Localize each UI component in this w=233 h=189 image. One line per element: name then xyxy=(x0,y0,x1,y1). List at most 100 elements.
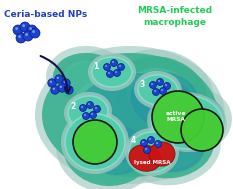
Circle shape xyxy=(30,28,40,38)
Circle shape xyxy=(82,112,89,119)
Circle shape xyxy=(64,81,66,83)
Circle shape xyxy=(142,141,144,143)
Text: MRSA-infected
macrophage: MRSA-infected macrophage xyxy=(137,6,212,27)
Circle shape xyxy=(161,89,163,91)
Ellipse shape xyxy=(106,49,214,141)
Ellipse shape xyxy=(83,125,147,175)
Ellipse shape xyxy=(63,110,153,186)
Ellipse shape xyxy=(92,57,132,87)
Circle shape xyxy=(113,70,120,77)
Circle shape xyxy=(145,148,147,150)
Circle shape xyxy=(115,71,117,73)
Circle shape xyxy=(154,90,156,92)
Ellipse shape xyxy=(73,73,203,163)
Circle shape xyxy=(29,27,32,30)
Ellipse shape xyxy=(42,53,218,177)
Ellipse shape xyxy=(88,53,136,91)
Ellipse shape xyxy=(129,132,175,172)
Ellipse shape xyxy=(64,60,113,96)
Circle shape xyxy=(144,146,151,153)
Ellipse shape xyxy=(129,145,161,171)
Text: Ceria-based NPs: Ceria-based NPs xyxy=(4,10,87,19)
Ellipse shape xyxy=(61,110,129,174)
Circle shape xyxy=(151,83,153,85)
Text: 2: 2 xyxy=(70,102,76,111)
Circle shape xyxy=(81,106,83,108)
Circle shape xyxy=(58,84,66,92)
Ellipse shape xyxy=(152,91,204,143)
Ellipse shape xyxy=(149,142,175,166)
Circle shape xyxy=(79,105,86,112)
Ellipse shape xyxy=(147,92,227,152)
Ellipse shape xyxy=(165,95,225,145)
Circle shape xyxy=(22,24,25,27)
Text: lysed MRSA: lysed MRSA xyxy=(134,160,170,165)
Circle shape xyxy=(106,70,113,77)
Circle shape xyxy=(93,105,100,112)
Circle shape xyxy=(103,64,110,70)
Circle shape xyxy=(62,79,70,87)
Circle shape xyxy=(27,25,37,35)
Ellipse shape xyxy=(53,53,123,103)
Circle shape xyxy=(108,72,110,74)
Circle shape xyxy=(150,81,157,88)
Circle shape xyxy=(157,78,164,85)
Circle shape xyxy=(15,27,18,30)
Ellipse shape xyxy=(130,118,214,178)
Circle shape xyxy=(53,88,55,90)
Circle shape xyxy=(67,88,69,90)
Circle shape xyxy=(105,65,107,67)
Ellipse shape xyxy=(113,56,207,134)
Ellipse shape xyxy=(68,96,108,128)
Ellipse shape xyxy=(134,71,182,109)
Circle shape xyxy=(20,22,30,32)
Text: 3: 3 xyxy=(139,80,145,89)
Ellipse shape xyxy=(181,109,223,151)
Circle shape xyxy=(57,77,59,79)
Circle shape xyxy=(154,140,161,147)
Circle shape xyxy=(153,88,160,95)
Circle shape xyxy=(89,112,96,119)
Ellipse shape xyxy=(65,114,125,170)
Circle shape xyxy=(112,61,114,63)
Circle shape xyxy=(25,33,28,36)
Ellipse shape xyxy=(123,111,221,185)
Circle shape xyxy=(119,65,121,67)
Ellipse shape xyxy=(35,46,225,184)
Circle shape xyxy=(84,114,86,116)
Circle shape xyxy=(91,113,93,115)
Circle shape xyxy=(156,142,158,144)
Circle shape xyxy=(110,60,117,67)
Ellipse shape xyxy=(64,92,112,132)
Ellipse shape xyxy=(138,75,178,105)
Circle shape xyxy=(160,88,167,94)
Ellipse shape xyxy=(143,127,201,169)
Circle shape xyxy=(60,86,62,88)
Text: 4: 4 xyxy=(130,136,136,145)
Circle shape xyxy=(55,75,63,83)
Circle shape xyxy=(117,64,124,70)
Circle shape xyxy=(149,138,151,140)
Circle shape xyxy=(88,103,90,105)
Circle shape xyxy=(16,33,26,43)
Ellipse shape xyxy=(76,121,140,175)
Circle shape xyxy=(18,35,21,38)
Ellipse shape xyxy=(130,71,200,129)
Circle shape xyxy=(95,107,97,109)
Ellipse shape xyxy=(56,103,160,189)
Ellipse shape xyxy=(69,72,192,158)
Ellipse shape xyxy=(73,120,117,164)
Text: active: active xyxy=(166,111,186,116)
Ellipse shape xyxy=(174,102,216,138)
Ellipse shape xyxy=(127,68,193,122)
Ellipse shape xyxy=(158,88,232,152)
Ellipse shape xyxy=(151,95,223,149)
Ellipse shape xyxy=(46,46,130,110)
Circle shape xyxy=(48,79,56,87)
Circle shape xyxy=(50,81,52,83)
Text: 1: 1 xyxy=(93,62,99,71)
Circle shape xyxy=(86,101,93,108)
Circle shape xyxy=(158,80,160,82)
Circle shape xyxy=(51,86,59,94)
Circle shape xyxy=(147,136,154,143)
